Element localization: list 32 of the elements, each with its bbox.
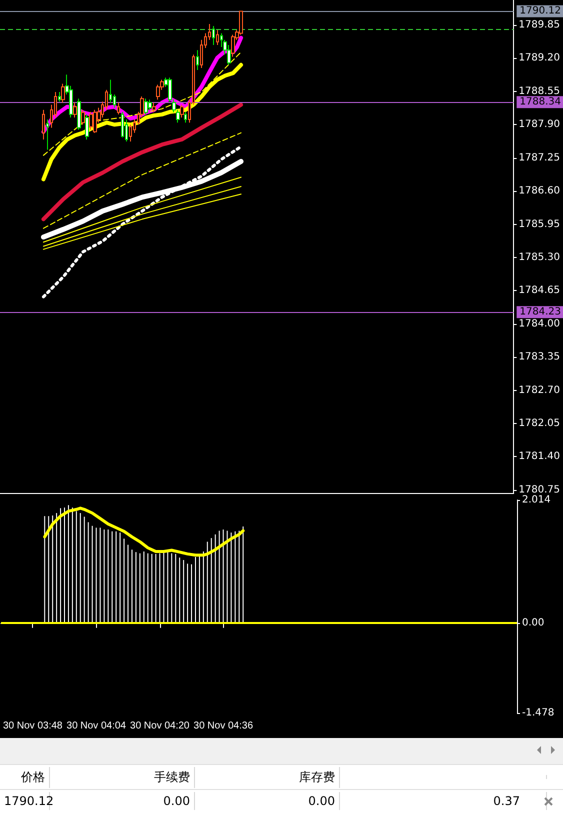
y-tick-label: 1782.05 [518,418,560,430]
y-tick-label: 1789.20 [518,52,560,64]
ref-line-label: 1790.12 [520,6,562,17]
y-tick-label: 0.00 [522,617,544,628]
y-tick-label: 1784.00 [518,318,560,330]
y-tick-label: 1781.40 [518,451,560,462]
y-tick-label: -1.478 [522,708,554,718]
text: 手续费 [50,766,195,788]
y-tick-label: 1783.35 [518,352,560,363]
text: 价格 [0,766,50,788]
y-tick-label: 1782.70 [518,384,560,396]
y-tick-label: 2.014 [522,494,551,506]
y-tick-label: 1785.30 [518,252,560,263]
text: 0.00 [163,794,190,808]
y-tick-label: 1788.55 [518,86,560,97]
ref-line-label: 1784.23 [520,306,562,318]
y-tick-label: 1787.25 [518,152,560,164]
x-tick-label: 30 Nov 04:36 [194,720,254,732]
y-tick-label: 1780.75 [518,484,560,496]
text: 0.00 [195,792,340,810]
y-tick-label: 1784.65 [518,285,560,296]
text: 0.37 [340,792,547,810]
ref-line-label: 1788.34 [520,96,562,108]
x-tick-label: 30 Nov 04:20 [130,720,190,732]
y-tick-label: 1786.60 [518,186,560,197]
y-tick-label: 1789.85 [518,20,560,31]
text: 库存费 [195,766,340,788]
y-tick-label: 1785.95 [518,218,560,230]
x-tick-label: 30 Nov 04:04 [66,720,126,732]
x-tick-label: 30 Nov 03:48 [2,720,63,732]
text: 1790.12 [3,793,54,810]
y-tick-label: 1787.90 [518,119,560,130]
